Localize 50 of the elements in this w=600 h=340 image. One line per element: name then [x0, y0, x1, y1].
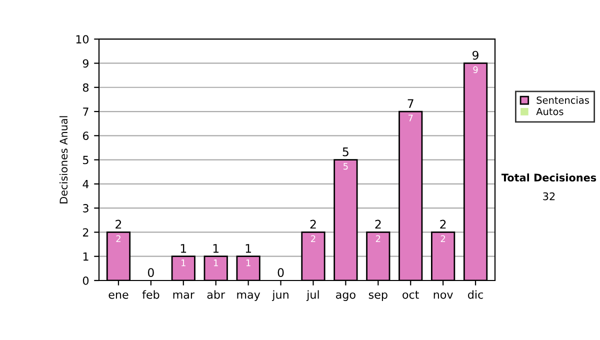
x-tick-label: dic — [468, 290, 483, 299]
y-tick-label: 0 — [82, 276, 89, 285]
y-tick-label: 5 — [83, 156, 88, 164]
y-tick-label: 8 — [82, 83, 89, 92]
data-label: 1 — [182, 260, 186, 266]
y-tick-label: 7 — [83, 108, 88, 116]
y-tick-label: 10 — [76, 35, 89, 44]
total-label: 0 — [148, 268, 154, 278]
legend-label: Autos — [536, 108, 564, 116]
data-label: 9 — [473, 66, 478, 74]
total-label: 2 — [116, 220, 122, 229]
x-tick-label: nov — [434, 292, 453, 299]
y-tick-label: 9 — [82, 59, 88, 68]
x-tick-label: ene — [108, 292, 128, 299]
x-tick-label: abr — [207, 290, 226, 299]
data-label: 1 — [214, 260, 218, 266]
y-tick-label: 4 — [82, 180, 89, 188]
total-label: 0 — [278, 268, 284, 278]
x-tick-label: jun — [272, 290, 288, 301]
y-tick-label: 1 — [83, 252, 88, 261]
total-label: 5 — [342, 148, 348, 156]
data-label: 1 — [246, 260, 250, 266]
y-tick-label: 6 — [82, 132, 89, 140]
x-tick-label: may — [237, 292, 260, 301]
data-label: 2 — [440, 235, 446, 242]
data-label: 2 — [376, 235, 380, 242]
data-label: 2 — [311, 235, 316, 242]
y-axis-title: Decisiones Anual — [60, 116, 68, 204]
total-label: 2 — [440, 220, 446, 229]
data-label: 2 — [116, 235, 120, 242]
total-label: 7 — [408, 99, 414, 108]
x-tick-label: oct — [402, 290, 419, 299]
total-label: 1 — [246, 244, 251, 253]
legend-label: Sentencias — [536, 96, 589, 104]
total-label: 1 — [213, 244, 219, 253]
text: 32 — [543, 192, 555, 200]
data-label: 7 — [408, 114, 413, 122]
total-label: 1 — [180, 244, 186, 253]
y-tick-label: 2 — [83, 228, 88, 236]
x-tick-label: feb — [142, 290, 160, 299]
x-tick-label: jul — [306, 290, 319, 301]
total-label: 2 — [375, 220, 381, 229]
data-label: 5 — [344, 162, 348, 170]
total-label: 2 — [310, 220, 316, 229]
text: Total Decisiones — [501, 173, 596, 182]
x-tick-label: sep — [368, 292, 388, 301]
x-tick-label: ago — [336, 292, 356, 301]
total-label: 9 — [472, 50, 478, 60]
y-tick-label: 3 — [83, 204, 88, 212]
x-tick-label: mar — [173, 292, 194, 299]
